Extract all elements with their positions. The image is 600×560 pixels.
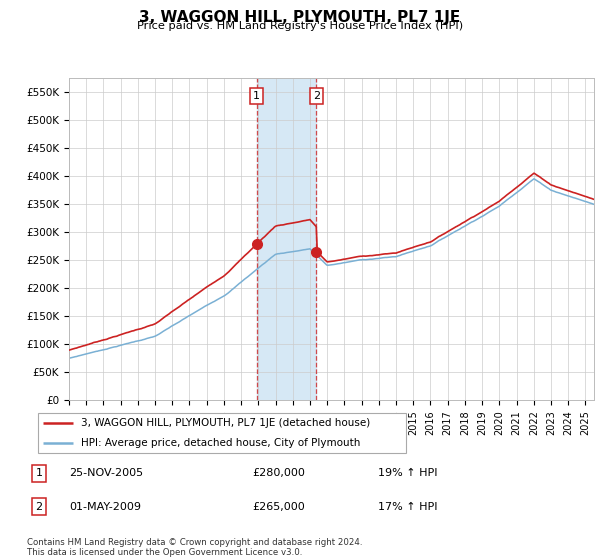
Text: 2: 2 [35,502,43,512]
Text: 17% ↑ HPI: 17% ↑ HPI [378,502,437,512]
Text: 01-MAY-2009: 01-MAY-2009 [69,502,141,512]
Text: HPI: Average price, detached house, City of Plymouth: HPI: Average price, detached house, City… [80,438,360,448]
Bar [257,78,316,400]
Text: 1: 1 [35,468,43,478]
Text: Price paid vs. HM Land Registry's House Price Index (HPI): Price paid vs. HM Land Registry's House … [137,21,463,31]
Text: 2: 2 [313,91,320,101]
Text: £265,000: £265,000 [252,502,305,512]
Text: 1: 1 [253,91,260,101]
Text: 25-NOV-2005: 25-NOV-2005 [69,468,143,478]
FancyBboxPatch shape [38,413,406,453]
Text: £280,000: £280,000 [252,468,305,478]
Text: 19% ↑ HPI: 19% ↑ HPI [378,468,437,478]
Text: 3, WAGGON HILL, PLYMOUTH, PL7 1JE: 3, WAGGON HILL, PLYMOUTH, PL7 1JE [139,10,461,25]
Text: Contains HM Land Registry data © Crown copyright and database right 2024.
This d: Contains HM Land Registry data © Crown c… [27,538,362,557]
Text: 3, WAGGON HILL, PLYMOUTH, PL7 1JE (detached house): 3, WAGGON HILL, PLYMOUTH, PL7 1JE (detac… [80,418,370,428]
